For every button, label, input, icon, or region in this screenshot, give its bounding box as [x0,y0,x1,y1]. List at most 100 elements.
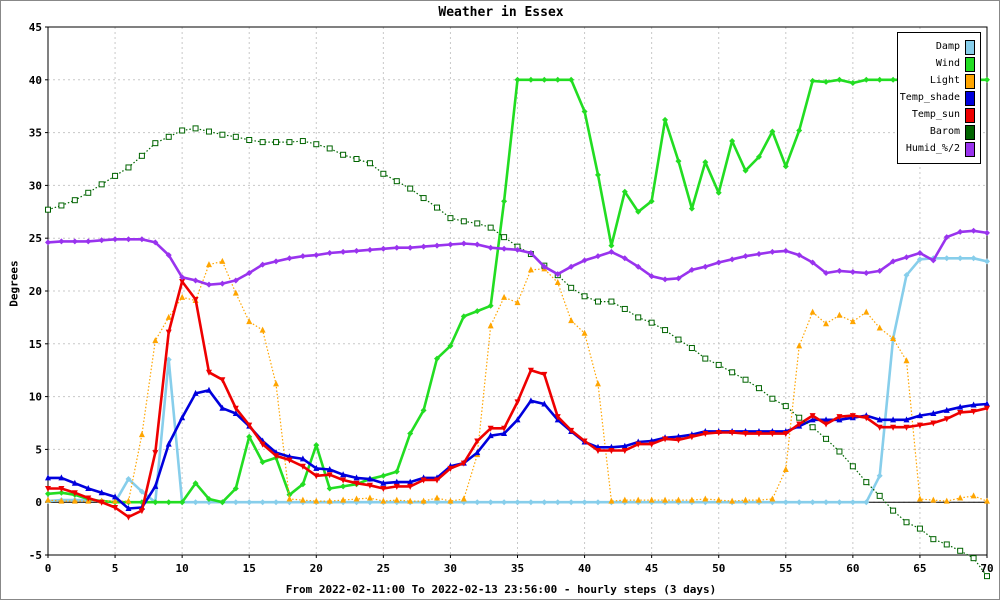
data-point [125,497,132,504]
data-point [688,205,695,212]
data-point [273,499,280,506]
data-point [179,274,186,281]
data-point [957,547,964,554]
data-point [138,431,145,438]
data-point [340,248,347,255]
data-point [407,497,414,504]
data-point [809,308,816,315]
data-point [125,475,132,482]
data-point [112,236,119,243]
data-point [970,408,977,415]
data-point [474,499,481,506]
data-point [460,460,467,467]
data-point [581,438,588,445]
data-point [380,472,387,479]
data-point [836,448,843,455]
data-point [782,247,789,254]
data-point [729,369,736,376]
data-point [501,499,508,506]
series-line [47,260,988,502]
data-point [635,208,642,215]
data-point [823,78,830,85]
data-point [112,504,119,511]
data-point [594,499,601,506]
legend-swatch [965,57,975,72]
data-point [742,496,749,503]
data-point [863,308,870,315]
data-point [970,492,977,499]
data-point [138,488,145,495]
data-point [232,499,239,506]
data-point [890,76,897,83]
data-point [796,499,803,506]
data-point [165,499,172,506]
data-point [514,76,521,83]
data-point [393,178,400,185]
data-point [769,431,776,438]
data-point [675,437,682,444]
data-point [890,507,897,514]
data-point [541,263,548,270]
data-point [152,450,159,457]
data-point [715,361,722,368]
data-point [568,76,575,83]
data-point [165,252,172,259]
data-point [393,483,400,490]
legend-item-temp-sun: Temp_sun [898,107,978,123]
data-point [688,434,695,441]
data-point [259,139,266,146]
data-point [192,389,199,396]
data-point [259,441,266,448]
data-point [903,254,910,261]
data-point [876,324,883,331]
data-point [45,474,51,481]
series-layer [45,76,990,580]
data-point [755,385,762,392]
data-point [594,447,601,454]
data-point [809,424,816,431]
data-point [903,519,910,526]
data-point [58,485,65,492]
x-tick-label: 25 [377,562,390,575]
data-point [608,242,615,249]
data-point [541,76,548,83]
data-point [152,239,159,246]
legend-item-barom: Barom [898,124,978,140]
data-point [581,329,588,336]
data-point [58,202,65,209]
data-point [286,255,293,262]
data-point [702,263,709,270]
data-point [688,345,695,352]
data-point [460,240,467,247]
legend-swatch [965,108,975,123]
data-point [487,244,494,251]
x-axis-title: From 2022-02-11:00 To 2022-02-13 23:56:0… [285,583,717,596]
data-point [205,281,212,288]
data-point [635,441,642,448]
y-tick-label: 15 [29,338,42,351]
y-tick-label: 30 [29,179,42,192]
data-point [890,258,897,265]
data-point [487,499,494,506]
data-point [447,241,454,248]
x-tick-label: 45 [645,562,658,575]
series-light [45,257,990,504]
data-point [823,499,830,506]
data-point [474,449,481,456]
data-point [219,131,226,138]
data-point [112,172,119,179]
data-point [594,298,601,305]
legend-swatch [965,74,975,89]
data-point [420,477,427,484]
data-point [916,249,923,256]
data-point [165,329,172,336]
data-point [715,496,722,503]
data-point [487,425,494,432]
x-tick-label: 60 [846,562,859,575]
data-point [621,496,628,503]
data-point [863,76,870,83]
data-point [407,478,414,485]
data-point [849,318,856,325]
data-point [514,399,521,406]
